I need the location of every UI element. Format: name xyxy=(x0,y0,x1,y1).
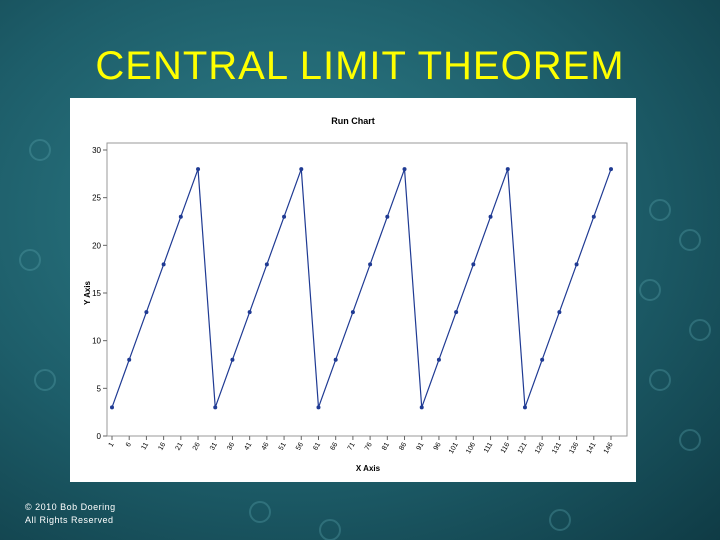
x-tick-label: 101 xyxy=(448,441,460,455)
data-point xyxy=(419,405,424,410)
x-tick-label: 131 xyxy=(551,441,563,455)
x-tick-label: 26 xyxy=(192,441,202,451)
x-tick-label: 66 xyxy=(329,441,339,451)
footer-line: © 2010 Bob Doering xyxy=(25,502,116,512)
footer-line: All Rights Reserved xyxy=(25,515,114,525)
x-tick-label: 106 xyxy=(465,441,477,455)
data-point xyxy=(385,214,390,219)
data-point xyxy=(264,262,269,267)
x-tick-label: 16 xyxy=(157,441,167,451)
data-point xyxy=(505,167,510,172)
x-tick-label: 71 xyxy=(347,441,357,451)
data-point xyxy=(178,214,183,219)
y-tick-label: 5 xyxy=(97,384,102,393)
data-point xyxy=(368,262,373,267)
y-tick-label: 20 xyxy=(92,241,101,250)
x-tick-label: 116 xyxy=(500,441,512,454)
data-point xyxy=(127,357,132,362)
x-tick-label: 96 xyxy=(433,441,443,451)
y-tick-label: 25 xyxy=(92,194,101,203)
data-point xyxy=(402,167,407,172)
x-tick-label: 6 xyxy=(125,441,133,448)
data-point xyxy=(230,357,235,362)
data-point xyxy=(557,310,562,315)
x-tick-label: 51 xyxy=(278,441,288,451)
x-tick-label: 31 xyxy=(209,441,219,451)
plot-area xyxy=(106,142,628,437)
x-tick-label: 121 xyxy=(517,441,529,455)
data-point xyxy=(540,357,545,362)
data-point xyxy=(436,357,441,362)
data-point xyxy=(488,214,493,219)
data-point xyxy=(213,405,218,410)
x-tick-label: 36 xyxy=(226,441,236,451)
data-point xyxy=(299,167,304,172)
data-point xyxy=(161,262,166,267)
data-line xyxy=(111,168,612,408)
data-point xyxy=(144,310,149,315)
x-tick-label: 146 xyxy=(603,441,615,455)
y-tick-label: 15 xyxy=(92,289,101,298)
x-tick-label: 1 xyxy=(108,441,116,448)
data-point xyxy=(196,167,201,172)
data-point xyxy=(591,214,596,219)
data-point xyxy=(609,167,613,172)
x-tick-label: 56 xyxy=(295,441,305,451)
data-point xyxy=(316,405,321,410)
data-point xyxy=(247,310,252,315)
x-tick-label: 136 xyxy=(568,441,580,455)
data-point xyxy=(110,405,114,410)
x-axis-label: X Axis xyxy=(356,464,381,473)
data-point xyxy=(574,262,579,267)
x-tick-label: 46 xyxy=(261,441,271,451)
data-point xyxy=(454,310,459,315)
y-tick-label: 0 xyxy=(97,432,102,441)
data-point xyxy=(350,310,355,315)
y-tick-label: 30 xyxy=(92,146,101,155)
x-tick-label: 41 xyxy=(243,441,253,451)
chart-title: Run Chart xyxy=(331,116,375,126)
x-tick-label: 141 xyxy=(586,441,598,455)
x-tick-label: 76 xyxy=(364,441,374,451)
x-tick-label: 21 xyxy=(175,441,185,451)
x-tick-label: 11 xyxy=(140,441,150,451)
x-tick-label: 81 xyxy=(381,441,391,451)
x-tick-label: 111 xyxy=(483,441,494,454)
x-tick-label: 91 xyxy=(415,441,425,451)
x-tick-label: 86 xyxy=(398,441,408,451)
data-point xyxy=(522,405,527,410)
data-point xyxy=(471,262,476,267)
y-tick-label: 10 xyxy=(92,337,101,346)
y-axis-label: Y Axis xyxy=(83,280,92,305)
data-point xyxy=(333,357,338,362)
slide-title: CENTRAL LIMIT THEOREM xyxy=(95,44,625,88)
x-tick-label: 61 xyxy=(312,441,322,451)
x-tick-label: 126 xyxy=(534,441,546,455)
data-point xyxy=(282,214,287,219)
